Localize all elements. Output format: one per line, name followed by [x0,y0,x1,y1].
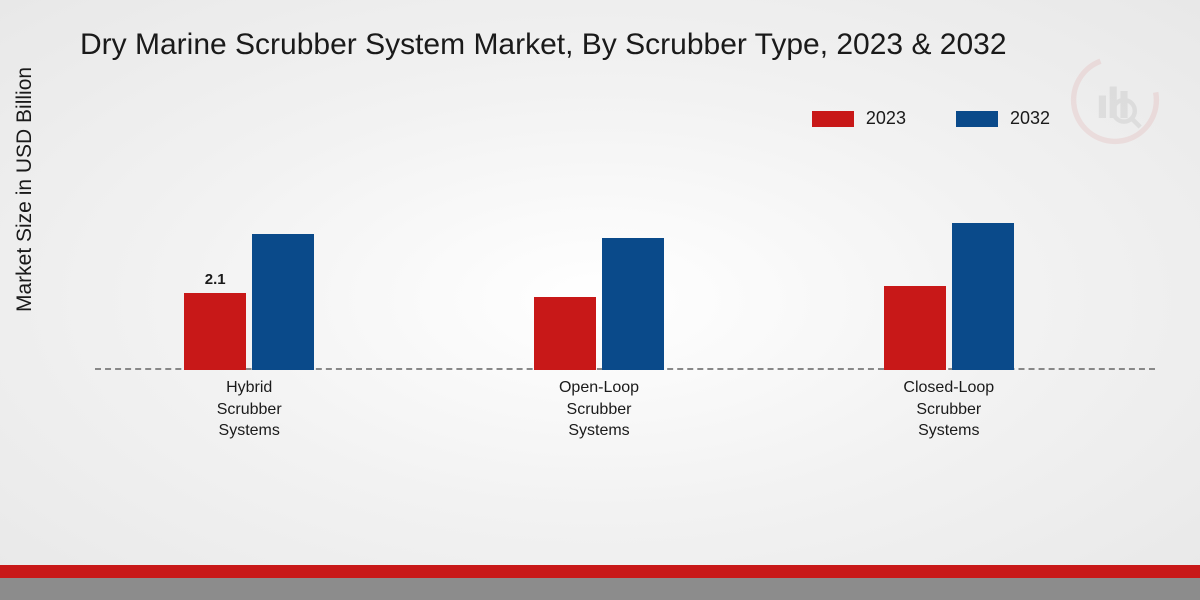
legend: 2023 2032 [812,108,1050,129]
legend-swatch-2032 [956,111,998,127]
bar [602,238,664,370]
category-label: Open-LoopScrubberSystems [519,377,679,442]
footer-red-bar [0,565,1200,578]
footer-gray-bar [0,578,1200,600]
legend-swatch-2023 [812,111,854,127]
legend-item-2023: 2023 [812,108,906,129]
bar [252,234,314,370]
legend-item-2032: 2032 [956,108,1050,129]
bar-value-label: 2.1 [205,271,226,288]
legend-label-2032: 2032 [1010,108,1050,129]
bar-group [519,238,679,370]
watermark-logo [1070,55,1160,145]
y-axis-label: Market Size in USD Billion [13,67,37,312]
bar-group: 2.1 [169,234,329,370]
bar: 2.1 [184,293,246,370]
bar [534,297,596,370]
category-label: Closed-LoopScrubberSystems [869,377,1029,442]
legend-label-2023: 2023 [866,108,906,129]
category-label: HybridScrubberSystems [169,377,329,442]
chart-area: 2.1 HybridScrubberSystems Open-LoopScrubbe… [95,150,1155,450]
bar [952,223,1014,370]
chart-title: Dry Marine Scrubber System Market, By Sc… [80,28,1007,62]
bar-group [869,223,1029,370]
bar [884,286,946,370]
